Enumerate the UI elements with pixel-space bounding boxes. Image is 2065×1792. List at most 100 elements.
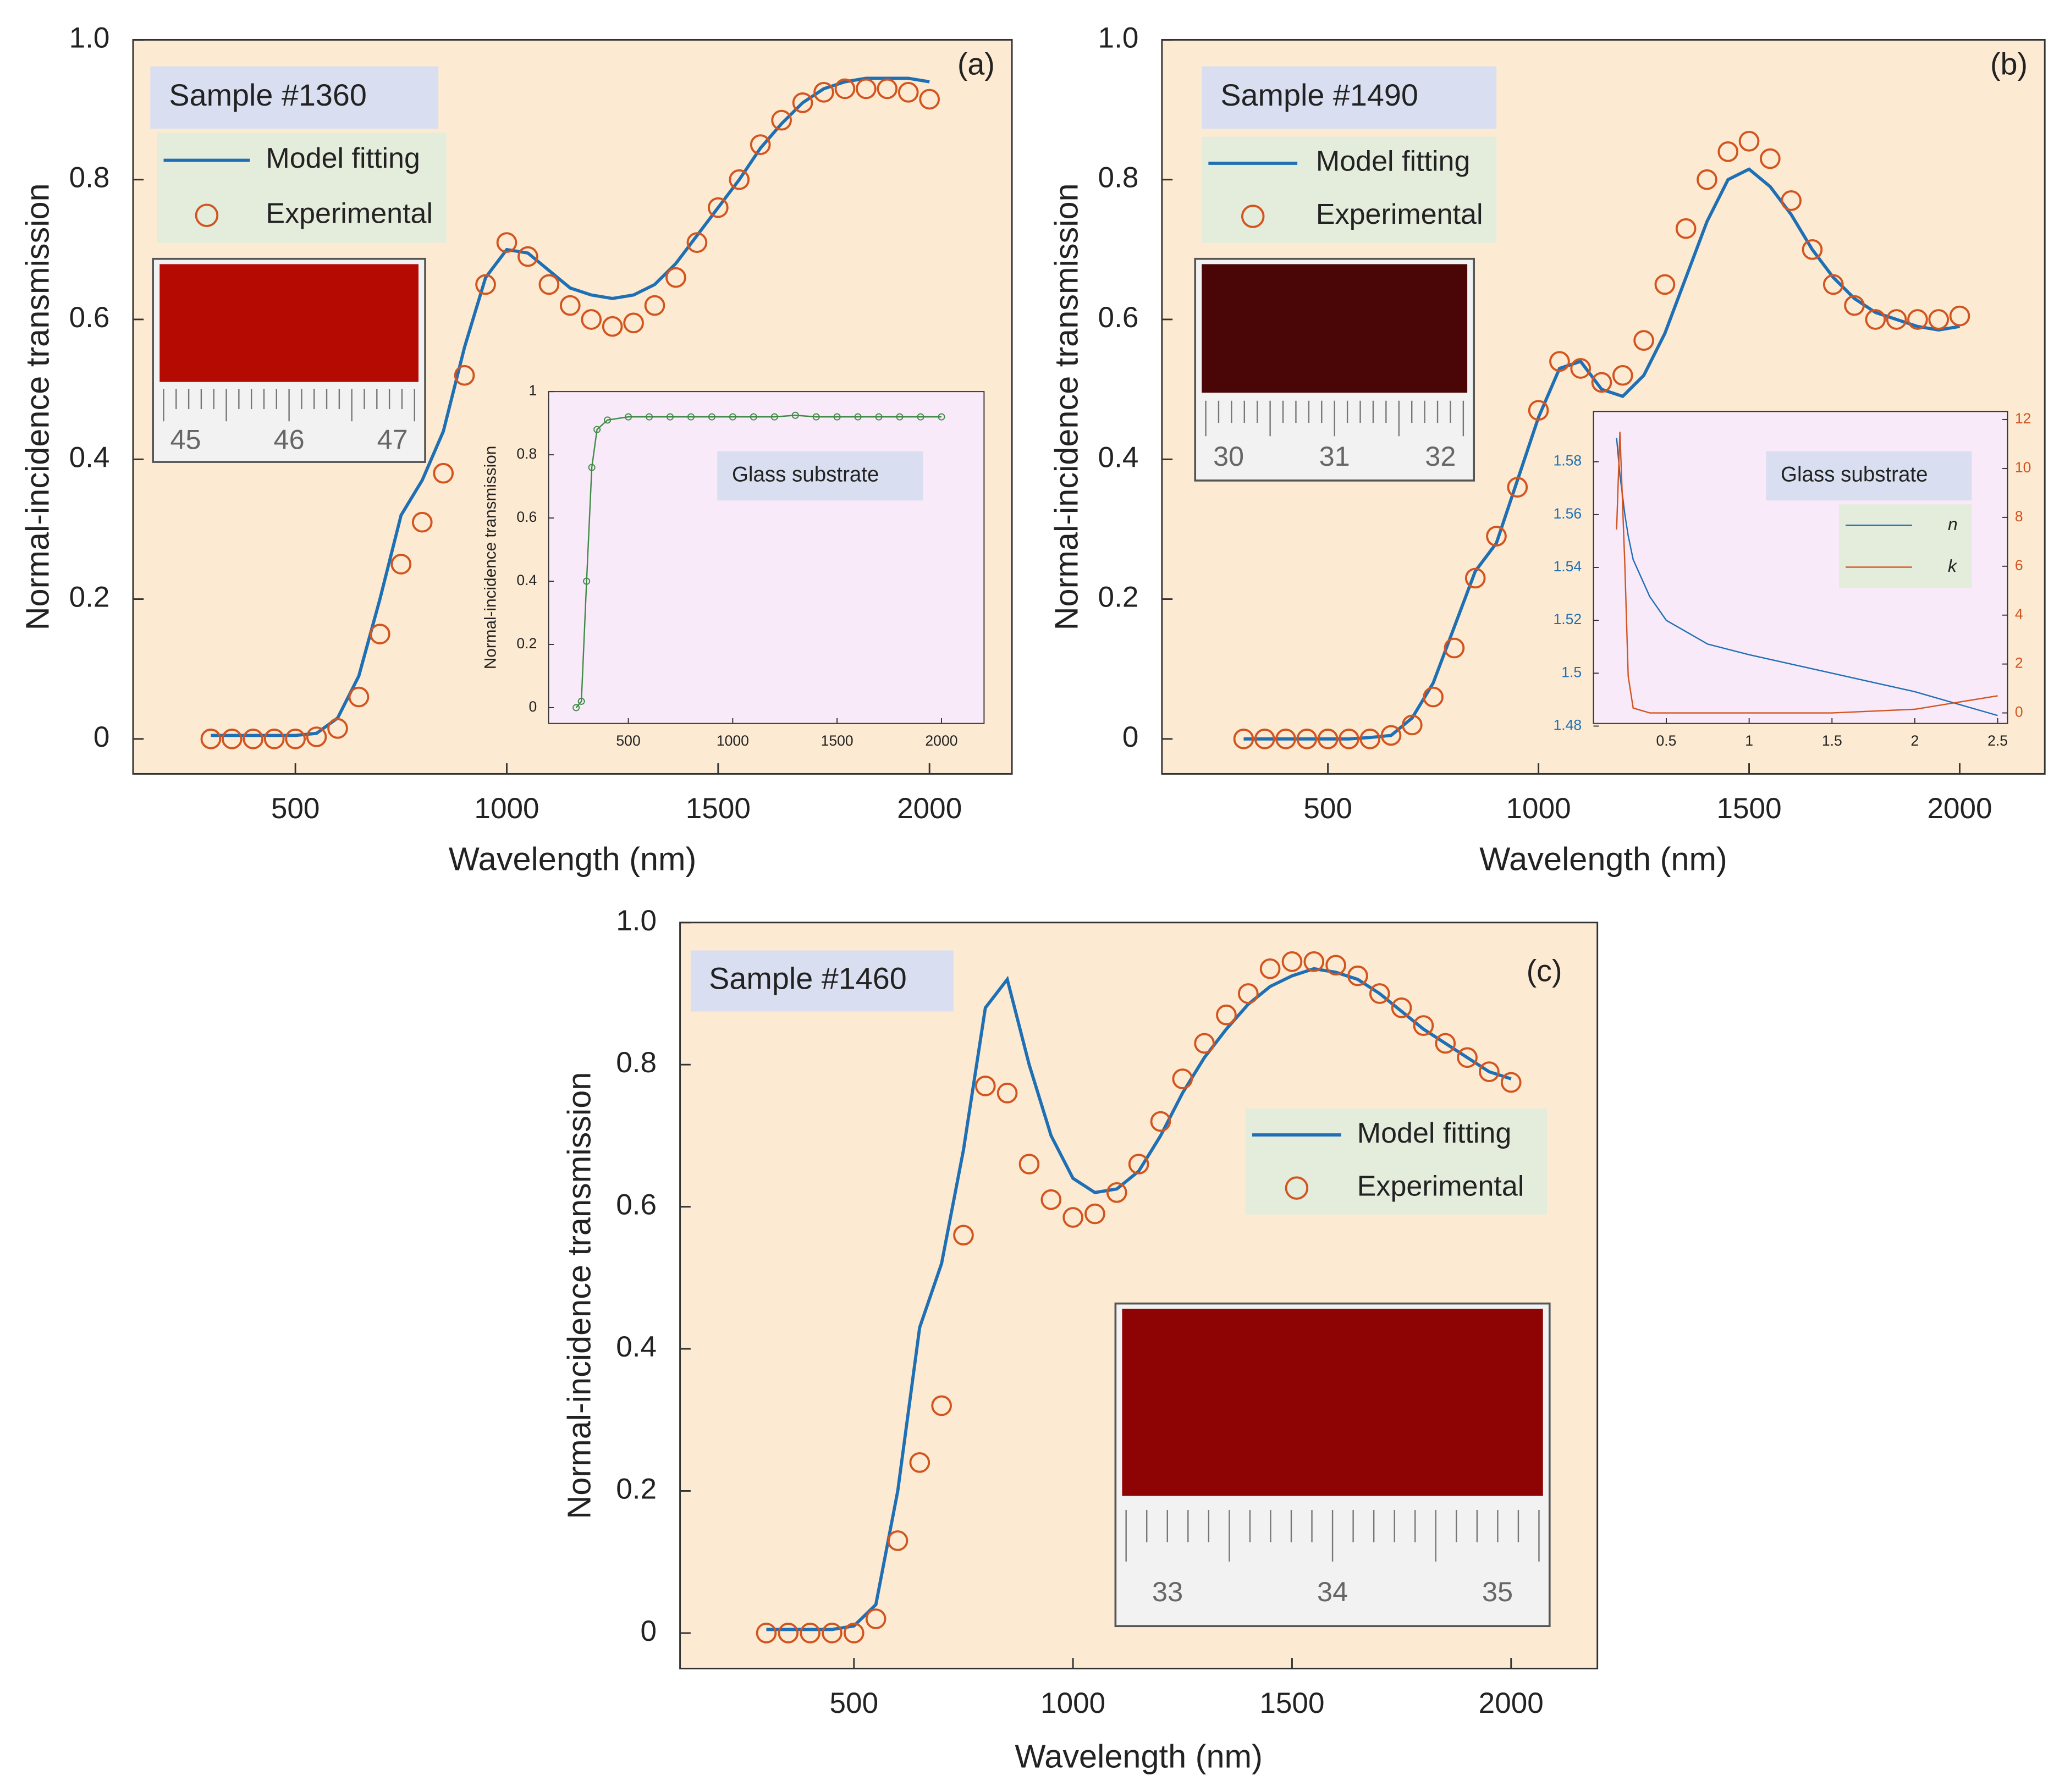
data-marker — [454, 365, 475, 386]
y-tick-label: 0.6 — [1098, 301, 1139, 334]
x-tick-label: 1000 — [1040, 1687, 1105, 1719]
y-tick-label: 0.2 — [1098, 581, 1139, 614]
data-marker — [917, 413, 924, 421]
y-tick-label: 0 — [1122, 721, 1139, 753]
data-marker — [1949, 305, 1970, 327]
y-tick-label: 0.4 — [516, 572, 537, 588]
data-marker — [644, 295, 665, 316]
data-marker — [1457, 1047, 1478, 1068]
data-marker — [833, 413, 841, 421]
x-tick-label: 500 — [271, 792, 320, 825]
y2-tick-label: 2 — [2015, 655, 2023, 671]
x-tick-label: 1500 — [1259, 1687, 1324, 1719]
y-tick-label: 0.2 — [616, 1473, 657, 1505]
data-marker — [222, 729, 243, 749]
data-marker — [1549, 351, 1570, 372]
data-marker — [953, 1225, 974, 1246]
y-tick-label: 1.52 — [1554, 611, 1582, 627]
data-marker — [1738, 130, 1760, 152]
data-marker — [583, 577, 591, 585]
data-marker — [1106, 1182, 1127, 1203]
y-tick-label: 1.56 — [1554, 505, 1582, 522]
y-tick-label: 0.8 — [616, 1046, 657, 1079]
y-tick-label: 0.8 — [516, 445, 537, 462]
chart-title: Glass substrate — [732, 463, 879, 487]
data-marker — [800, 1623, 821, 1644]
data-marker — [708, 197, 729, 218]
y-tick-label: 0.2 — [516, 635, 537, 652]
data-marker — [729, 413, 736, 421]
data-marker — [665, 267, 686, 288]
data-marker — [1040, 1189, 1062, 1210]
y-tick-label: 0.4 — [1098, 441, 1139, 473]
data-marker — [1822, 274, 1844, 295]
legend-box — [1202, 136, 1497, 243]
series-line — [1243, 167, 1960, 741]
data-marker — [1281, 951, 1303, 972]
x-tick-label: 2000 — [1927, 792, 1992, 825]
data-marker — [572, 704, 580, 712]
ruler-number: 31 — [1319, 440, 1350, 472]
y-tick-label: 0 — [641, 1615, 657, 1647]
panel-label: (b) — [1990, 47, 2028, 81]
data-marker — [1865, 309, 1886, 330]
x-tick-label: 1500 — [821, 732, 853, 749]
x-tick-label: 1000 — [717, 732, 749, 749]
data-marker — [938, 413, 945, 421]
data-marker — [875, 413, 883, 421]
chart-title: Glass substrate — [1781, 463, 1928, 487]
data-marker — [1697, 169, 1717, 190]
data-marker — [1369, 983, 1390, 1004]
legend-marker — [1241, 205, 1265, 228]
data-marker — [390, 554, 412, 575]
data-marker — [813, 81, 834, 103]
data-marker — [1391, 997, 1412, 1018]
data-marker — [919, 89, 940, 110]
data-marker — [909, 1452, 930, 1473]
data-marker — [604, 416, 612, 424]
data-marker — [1233, 729, 1254, 749]
data-marker — [756, 1623, 777, 1644]
data-marker — [1717, 141, 1739, 162]
data-marker — [348, 686, 370, 708]
data-marker — [1259, 958, 1281, 979]
data-marker — [411, 511, 433, 533]
data-marker — [1781, 190, 1802, 211]
plot-area — [548, 391, 985, 724]
y2-tick-label: 8 — [2015, 508, 2023, 525]
data-marker — [1886, 309, 1907, 330]
data-marker — [1254, 729, 1275, 749]
y-tick-label: 1.54 — [1554, 558, 1582, 575]
panel-label: (a) — [957, 47, 995, 81]
y-axis-label: Normal-incidence transmission — [1048, 183, 1085, 630]
y-tick-label: 1 — [529, 382, 537, 399]
data-marker — [496, 232, 517, 253]
sample-photo — [1122, 1309, 1543, 1496]
data-marker — [1296, 729, 1318, 749]
data-marker — [1479, 1061, 1500, 1082]
y-tick-label: 0.8 — [1098, 162, 1139, 194]
data-marker — [1216, 1004, 1237, 1025]
data-marker — [834, 78, 856, 100]
data-marker — [1128, 1154, 1149, 1175]
data-marker — [1570, 358, 1592, 379]
data-marker — [475, 274, 496, 295]
data-marker — [897, 81, 919, 103]
legend-label: Model fitting — [1316, 146, 1471, 178]
data-marker — [646, 413, 653, 421]
data-marker — [1413, 1015, 1434, 1036]
data-marker — [1317, 729, 1339, 749]
data-marker — [593, 426, 601, 433]
ruler-number: 30 — [1213, 440, 1244, 472]
data-marker — [750, 134, 771, 155]
data-marker — [729, 169, 750, 190]
x-tick-label: 500 — [1303, 792, 1352, 825]
x-tick-label: 500 — [830, 1687, 879, 1719]
x-axis-label: Wavelength (nm) — [1479, 840, 1727, 877]
y-tick-label: 0 — [93, 721, 110, 753]
data-marker — [625, 413, 632, 421]
data-marker — [1401, 714, 1423, 736]
legend-label: Model fitting — [1357, 1117, 1512, 1149]
y-tick-label: 0.2 — [69, 581, 110, 614]
